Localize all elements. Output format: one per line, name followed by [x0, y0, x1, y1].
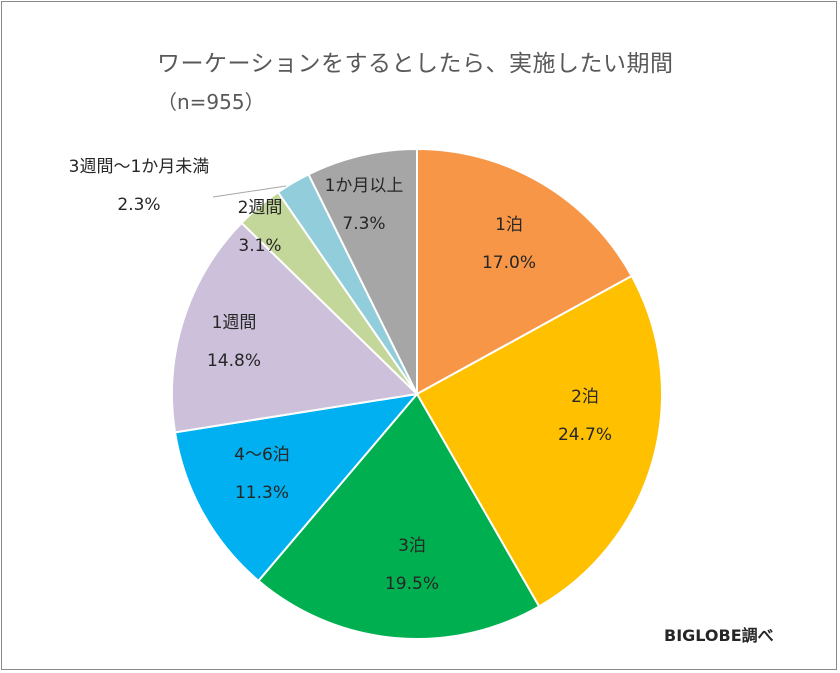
- pie-slice-2: [415, 274, 663, 608]
- slice-value-label-8: 7.3%: [342, 214, 385, 234]
- slice-label-5: 1週間: [212, 313, 257, 333]
- pie-slice-3: [257, 392, 541, 640]
- slice-value-label-6: 3.1%: [238, 236, 281, 256]
- pie-slice-5: [171, 221, 420, 434]
- chart-subtitle: （n=955）: [157, 90, 265, 114]
- slice-value-label-1: 17.0%: [482, 253, 536, 273]
- slice-value-label-2: 24.7%: [558, 425, 612, 445]
- slice-label-3: 3泊: [398, 536, 426, 556]
- slice-label-6: 2週間: [238, 198, 283, 218]
- pie-slice-4: [173, 392, 420, 583]
- pie-slice-1: [416, 147, 634, 396]
- slice-label-1: 1泊: [495, 215, 523, 235]
- slice-label-7: 3週間～1か月未満: [69, 157, 210, 177]
- slice-label-8: 1か月以上: [325, 176, 404, 196]
- slice-value-label-3: 19.5%: [385, 574, 439, 594]
- slice-value-label-5: 14.8%: [207, 351, 261, 371]
- slice-label-4: 4～6泊: [234, 445, 290, 465]
- chart-credit: BIGLOBE調べ: [664, 626, 774, 645]
- slice-value-label-7: 2.3%: [117, 195, 160, 215]
- slice-value-label-4: 11.3%: [235, 483, 289, 503]
- slice-label-2: 2泊: [571, 387, 599, 407]
- pie-slice-8: [307, 147, 418, 395]
- chart-title: ワーケーションをするとしたら、実施したい期間: [157, 51, 674, 77]
- leader-line: [212, 185, 287, 198]
